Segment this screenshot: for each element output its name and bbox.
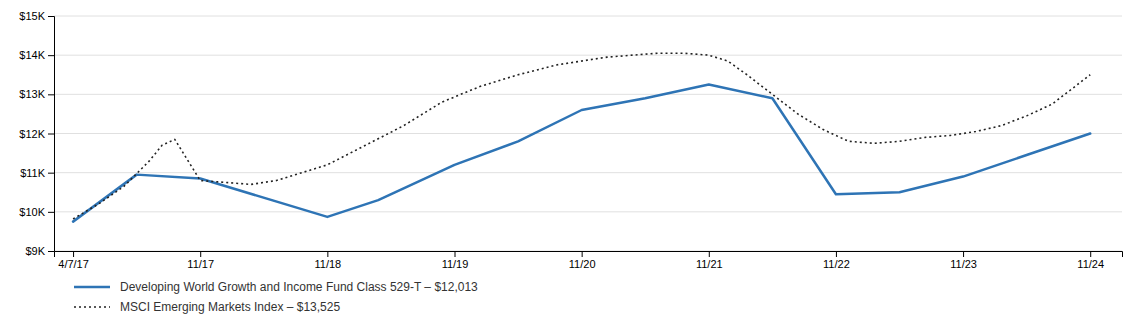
x-tick-mark <box>582 251 583 257</box>
x-tick-label: 11/17 <box>187 258 214 270</box>
x-tick-mark <box>73 251 74 257</box>
x-tick-mark <box>327 251 328 257</box>
y-tick-mark <box>48 55 54 56</box>
grid-line <box>54 55 1122 56</box>
grid-line <box>54 94 1122 95</box>
y-tick-mark <box>48 16 54 17</box>
x-axis: 4/7/17 11/17 11/18 11/19 11/20 11/21 11/22 11/2… <box>55 251 1123 270</box>
series-line <box>73 53 1090 219</box>
x-tick-label: 11/20 <box>569 258 596 270</box>
x-tick-mark <box>836 251 837 257</box>
chart: 4/7/17 11/17 11/18 11/19 11/20 11/21 11/22 11/2… <box>0 0 1146 331</box>
y-tick: $11K <box>20 167 54 179</box>
x-tick: 4/7/17 <box>58 251 89 270</box>
y-axis: $9K $10K $11K $12K $13K $14K $15K <box>19 10 54 257</box>
x-tick-mark <box>200 251 201 257</box>
lines <box>73 53 1090 221</box>
legend-label: Developing World Growth and Income Fund … <box>120 280 478 294</box>
x-tick-label: 11/22 <box>823 258 850 270</box>
grid <box>54 16 1122 251</box>
legend-swatch <box>74 306 110 308</box>
y-tick: $15K <box>19 10 54 22</box>
y-tick-label: $10K <box>19 206 45 218</box>
x-tick: 11/24 <box>1077 251 1104 270</box>
x-tick: 11/19 <box>442 251 469 270</box>
y-tick-mark <box>48 251 54 252</box>
x-tick: 11/18 <box>314 251 341 270</box>
x-tick-label: 4/7/17 <box>58 258 89 270</box>
legend-swatch <box>74 286 110 289</box>
y-axis-line <box>48 17 55 252</box>
y-tick-label: $15K <box>19 10 45 22</box>
x-tick-mark <box>455 251 456 257</box>
x-tick-label: 11/18 <box>314 258 341 270</box>
grid-line <box>54 211 1122 212</box>
legend-item: MSCI Emerging Markets Index – $13,525 <box>74 300 340 314</box>
x-axis-line <box>55 252 1123 258</box>
y-tick-label: $9K <box>25 245 45 257</box>
y-tick: $9K <box>25 245 54 257</box>
x-tick-mark <box>709 251 710 257</box>
y-tick: $13K <box>19 88 54 100</box>
x-tick: 11/21 <box>696 251 723 270</box>
y-tick-mark <box>48 134 54 135</box>
x-tick-mark <box>1090 251 1091 257</box>
y-tick: $10K <box>19 206 54 218</box>
legend: Developing World Growth and Income Fund … <box>74 280 478 314</box>
series-line <box>73 85 1090 222</box>
legend-label: MSCI Emerging Markets Index – $13,525 <box>120 300 340 314</box>
y-tick: $14K <box>19 49 54 61</box>
y-tick-label: $12K <box>19 128 45 140</box>
y-tick: $12K <box>19 128 54 140</box>
y-tick-mark <box>48 94 54 95</box>
x-tick: 11/23 <box>950 251 977 270</box>
plot: 4/7/17 11/17 11/18 11/19 11/20 11/21 11/22 11/2… <box>19 10 1122 270</box>
x-tick: 11/20 <box>569 251 596 270</box>
grid-line <box>54 133 1122 134</box>
y-tick-label: $11K <box>20 167 46 179</box>
x-tick-label: 11/21 <box>696 258 723 270</box>
y-tick-label: $14K <box>19 49 45 61</box>
grid-line <box>54 16 1122 17</box>
legend-item: Developing World Growth and Income Fund … <box>74 280 478 294</box>
grid-line <box>54 172 1122 173</box>
x-tick-label: 11/19 <box>442 258 469 270</box>
x-tick: 11/17 <box>187 251 214 270</box>
x-tick-mark <box>963 251 964 257</box>
x-tick-label: 11/23 <box>950 258 977 270</box>
x-tick: 11/22 <box>823 251 850 270</box>
x-tick-label: 11/24 <box>1077 258 1104 270</box>
y-tick-mark <box>48 212 54 213</box>
y-tick-mark <box>48 173 54 174</box>
y-tick-label: $13K <box>19 88 45 100</box>
